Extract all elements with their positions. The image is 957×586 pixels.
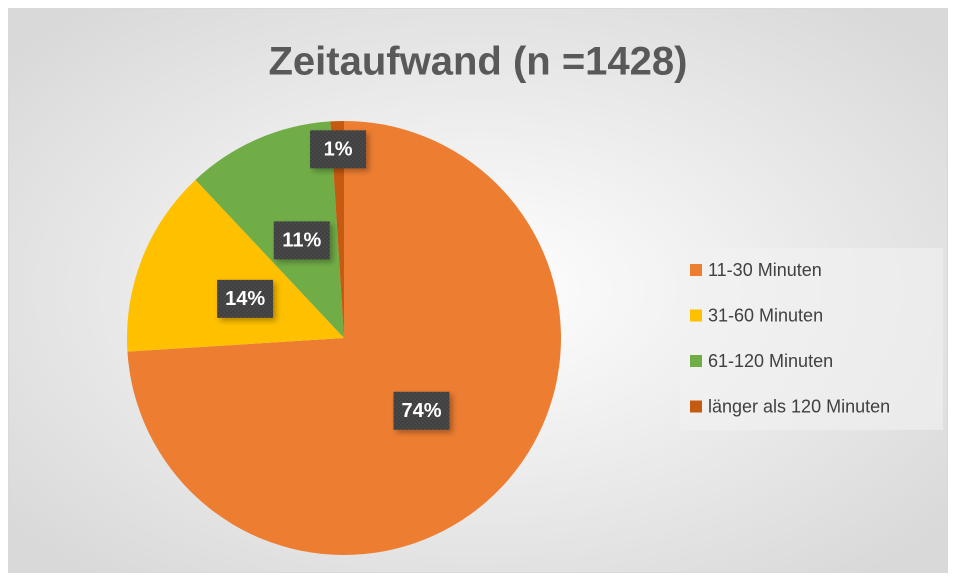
chart-title: Zeitaufwand (n =1428): [269, 40, 688, 84]
data-label: 11%: [273, 221, 330, 260]
pie-slice: [330, 121, 344, 338]
data-label-box: [393, 391, 450, 430]
data-label: 14%: [217, 279, 274, 318]
pie-slice: [126, 179, 344, 352]
data-label: 74%: [393, 391, 450, 430]
legend-label: 61-120 Minuten: [708, 351, 833, 371]
legend-swatch: [690, 400, 702, 413]
legend-label: 31-60 Minuten: [708, 305, 823, 325]
legend-swatch: [690, 355, 702, 367]
legend-swatch: [690, 309, 702, 322]
data-label-box: [310, 130, 367, 169]
legend-label: 11-30 Minuten: [708, 260, 822, 280]
data-label-text: 14%: [225, 288, 265, 310]
data-label-text: 74%: [401, 400, 441, 422]
data-label: 1%: [310, 130, 367, 169]
legend-swatch: [690, 264, 702, 276]
data-label-text: 1%: [324, 139, 353, 161]
data-label-box: [273, 221, 330, 260]
legend-label: länger als 120 Minuten: [708, 396, 890, 416]
legend-box: [680, 248, 943, 430]
pie-slice: [195, 121, 344, 339]
data-label-box: [217, 279, 274, 318]
data-label-text: 11%: [282, 230, 321, 252]
pie-slice: [127, 121, 562, 555]
